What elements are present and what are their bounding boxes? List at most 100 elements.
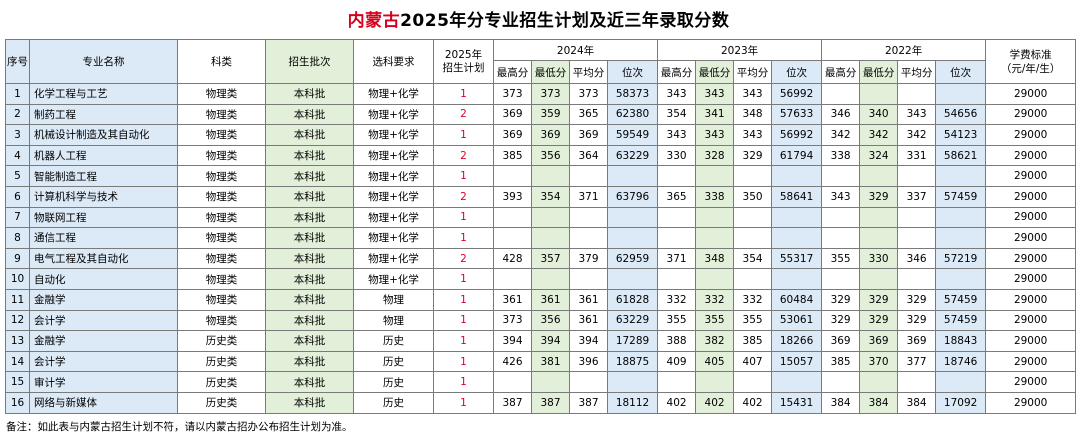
cell-y24-rank: 62959 [606, 247, 659, 270]
cell-y23-rank: 56992 [771, 124, 823, 146]
cell-y24-avg [569, 268, 608, 290]
cell-y23-max: 343 [657, 124, 697, 146]
cell-y23-max: 343 [657, 83, 697, 105]
cell-y23-max [657, 268, 697, 290]
cell-y23-rank [771, 227, 823, 249]
cell-batch: 本科批 [265, 227, 354, 249]
cell-y22-max: 346 [821, 103, 861, 126]
cell-y24-max: 373 [493, 83, 532, 105]
cell-seq: 12 [5, 309, 30, 332]
cell-y23-rank: 57633 [771, 103, 823, 126]
cell-major: 物联网工程 [29, 206, 178, 229]
cell-y24-max: 426 [493, 350, 532, 373]
cell-y22-avg [897, 268, 937, 290]
cell-batch: 本科批 [265, 144, 354, 167]
table-row: 12 会计学 物理类 本科批 物理 1 373 356 361 63229 355 355 355 530… [5, 309, 1077, 332]
cell-y23-avg [733, 268, 773, 290]
cell-y22-avg: 346 [897, 247, 937, 270]
cell-batch: 本科批 [265, 268, 354, 290]
header-year-2024: 2024年 [492, 39, 659, 61]
cell-y24-avg: 379 [569, 247, 608, 270]
cell-y22-max: 338 [821, 144, 861, 167]
table-row: 15 审计学 历史类 本科批 历史 1 29000 [5, 371, 1077, 393]
cell-y24-max: 393 [493, 185, 532, 208]
cell-y24-avg: 364 [569, 144, 608, 167]
cell-fee: 29000 [985, 83, 1077, 105]
header-2023-rank: 位次 [771, 60, 823, 84]
cell-y22-rank: 18843 [935, 330, 987, 352]
cell-y22-min: 329 [859, 309, 899, 332]
cell-y22-avg: 342 [897, 124, 937, 146]
header-plan-line2: 招生计划 [442, 61, 485, 74]
cell-y22-rank [935, 268, 987, 290]
cell-subject: 物理+化学 [353, 247, 434, 270]
header-seq: 序号 [5, 39, 30, 84]
cell-plan: 1 [433, 391, 494, 414]
cell-y24-avg [569, 371, 608, 393]
cell-y24-rank [606, 227, 659, 249]
cell-y23-rank: 60484 [771, 288, 823, 311]
cell-fee: 29000 [985, 124, 1077, 146]
cell-y22-min: 384 [859, 391, 899, 414]
cell-y24-rank: 63229 [606, 144, 659, 167]
cell-y23-rank: 53061 [771, 309, 823, 332]
cell-y24-rank: 17289 [606, 330, 659, 352]
cell-y22-max: 384 [821, 391, 861, 414]
table-row: 11 金融学 物理类 本科批 物理 1 361 361 361 61828 332 332 332 604… [5, 288, 1077, 311]
cell-fee: 29000 [985, 247, 1077, 270]
cell-y23-avg: 385 [733, 330, 773, 352]
cell-category: 物理类 [177, 83, 266, 105]
header-year-2022: 2022年 [821, 39, 987, 61]
cell-batch: 本科批 [265, 247, 354, 270]
table-row: 16 网络与新媒体 历史类 本科批 历史 1 387 387 387 18112 402 402 402… [5, 391, 1077, 414]
cell-y23-max: 388 [657, 330, 697, 352]
cell-major: 电气工程及其自动化 [29, 247, 178, 270]
cell-y24-rank: 62380 [606, 103, 659, 126]
cell-subject: 历史 [353, 350, 434, 373]
cell-y24-min: 354 [531, 185, 570, 208]
header-row-2: 最高分 最低分 平均分 位次 最高分 最低分 平均分 位次 最高分 最低分 平均… [6, 60, 1076, 84]
cell-y24-max: 387 [493, 391, 532, 414]
cell-y22-min: 370 [859, 350, 899, 373]
cell-y24-max: 369 [493, 103, 532, 126]
cell-y22-min: 330 [859, 247, 899, 270]
cell-seq: 2 [5, 103, 30, 126]
cell-plan: 1 [433, 206, 494, 229]
cell-category: 物理类 [177, 309, 266, 332]
header-year-2023: 2023年 [657, 39, 823, 61]
cell-y23-min: 328 [695, 144, 735, 167]
cell-y22-avg [897, 83, 937, 105]
cell-y24-avg [569, 165, 608, 187]
header-2023-max: 最高分 [657, 60, 697, 84]
cell-subject: 物理+化学 [353, 206, 434, 229]
header-subject: 选科要求 [353, 39, 434, 84]
cell-batch: 本科批 [265, 309, 354, 332]
cell-y23-max: 330 [657, 144, 697, 167]
cell-y23-min [695, 206, 735, 229]
cell-fee: 29000 [985, 227, 1077, 249]
cell-y23-min: 355 [695, 309, 735, 332]
cell-y23-avg: 402 [733, 391, 773, 414]
cell-y22-max [821, 371, 861, 393]
header-2023-min: 最低分 [695, 60, 735, 84]
cell-y23-rank [771, 371, 823, 393]
cell-y24-max: 361 [493, 288, 532, 311]
cell-y24-max [493, 206, 532, 229]
page-title: 内蒙古2025年分专业招生计划及近三年录取分数 [0, 6, 1077, 31]
table-row: 1 化学工程与工艺 物理类 本科批 物理+化学 1 373 373 373 58373 343 343… [5, 83, 1077, 105]
cell-y24-rank: 63796 [606, 185, 659, 208]
cell-major: 会计学 [29, 350, 178, 373]
cell-y24-avg: 373 [569, 83, 608, 105]
cell-category: 物理类 [177, 227, 266, 249]
cell-y22-avg: 331 [897, 144, 937, 167]
cell-fee: 29000 [985, 288, 1077, 311]
cell-y23-max [657, 165, 697, 187]
cell-batch: 本科批 [265, 391, 354, 414]
cell-seq: 8 [5, 227, 30, 249]
header-2024-rank: 位次 [606, 60, 659, 84]
cell-y22-rank: 57459 [935, 309, 987, 332]
cell-category: 历史类 [177, 330, 266, 352]
cell-subject: 物理+化学 [353, 103, 434, 126]
cell-seq: 4 [5, 144, 30, 167]
cell-y22-rank: 17092 [935, 391, 987, 414]
